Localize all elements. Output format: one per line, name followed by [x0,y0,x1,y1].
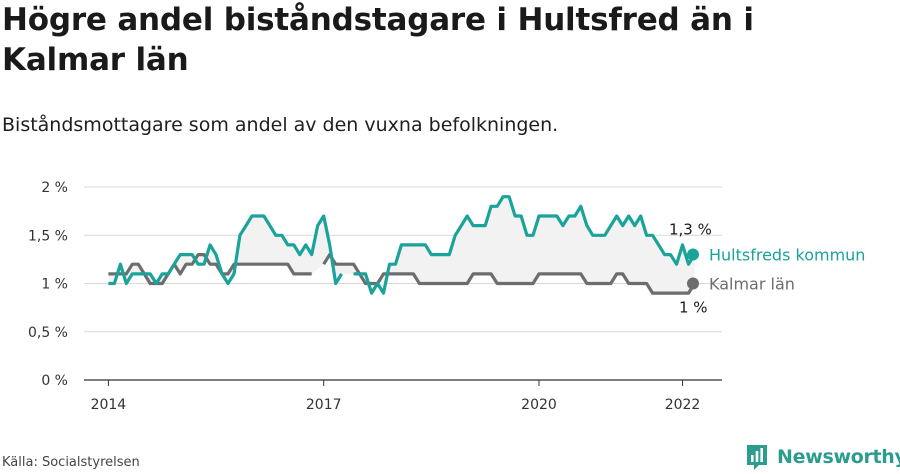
x-tick-label: 2020 [521,397,557,413]
series-line-kalmar [108,253,696,295]
x-tick-label: 2014 [91,397,127,413]
y-tick-label: 2 % [41,180,68,196]
series-line-hultsfred [108,195,696,295]
end-marker [687,248,699,261]
x-tick-label: 2017 [306,397,342,413]
y-tick-label: 1 % [41,277,68,293]
series-name-label: Kalmar län [709,275,795,294]
y-tick-label: 0,5 % [28,325,68,341]
brand-logo: Newsworthy [745,442,900,472]
series-value-label: 1 % [679,299,708,317]
x-tick-label: 2022 [665,397,701,413]
series-lines [108,195,696,295]
y-tick-label: 0 % [41,373,68,389]
chart-subtitle: Biståndsmottagare som andel av den vuxna… [2,114,559,136]
brand-name: Newsworthy [777,446,900,468]
source-note: Källa: Socialstyrelsen [2,455,140,470]
end-marker [687,277,699,290]
series-name-label: Hultsfreds kommun [709,246,865,265]
y-axis: 0 % 0,5 % 1 % 1,5 % 2 % [28,180,68,389]
newsworthy-logo-icon [747,445,767,470]
chart-title: Högre andel biståndstagare i Hultsfred ä… [2,2,754,78]
grid [84,186,722,381]
y-tick-label: 1,5 % [28,228,68,244]
x-axis: 2014 2017 2020 2022 [91,380,701,413]
series-value-label: 1,3 % [669,221,712,239]
